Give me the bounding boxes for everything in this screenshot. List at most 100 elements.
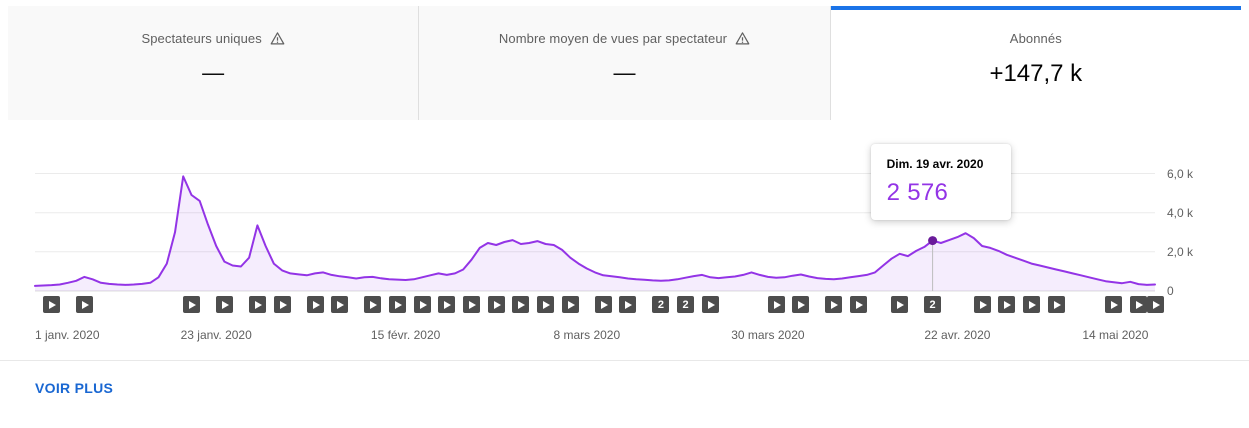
footer-divider bbox=[0, 360, 1249, 361]
play-icon bbox=[1053, 300, 1061, 309]
video-marker[interactable] bbox=[306, 296, 324, 313]
tab-label: Abonnés bbox=[1009, 31, 1062, 46]
selected-tab-indicator bbox=[830, 6, 1241, 10]
video-marker[interactable] bbox=[1023, 296, 1040, 313]
y-axis-tick-label: 0 bbox=[1167, 284, 1174, 298]
video-marker[interactable] bbox=[825, 296, 843, 313]
metric-tabs: Spectateurs uniques — Nombre moyen de vu… bbox=[8, 6, 1241, 120]
x-axis-labels: 1 janv. 2020 23 janv. 2020 15 févr. 2020 8 … bbox=[35, 328, 1155, 344]
play-icon bbox=[600, 300, 608, 309]
play-icon bbox=[221, 300, 229, 309]
video-marker[interactable] bbox=[183, 296, 200, 313]
video-marker[interactable] bbox=[537, 296, 555, 313]
tab-title-row: Spectateurs uniques bbox=[141, 31, 285, 46]
video-marker[interactable] bbox=[701, 296, 719, 313]
video-marker[interactable] bbox=[891, 296, 909, 313]
play-icon bbox=[625, 300, 633, 309]
play-icon bbox=[49, 300, 56, 309]
video-marker[interactable] bbox=[619, 296, 637, 313]
tab-value: — bbox=[613, 60, 636, 85]
play-icon bbox=[469, 300, 476, 309]
video-marker[interactable] bbox=[850, 296, 867, 313]
video-count-label: 2 bbox=[929, 298, 936, 311]
play-icon bbox=[707, 300, 715, 309]
video-marker[interactable] bbox=[792, 296, 810, 313]
x-axis-tick-label: 23 janv. 2020 bbox=[180, 328, 252, 342]
chart-tooltip: Dim. 19 avr. 2020 2 576 bbox=[870, 143, 1011, 220]
video-marker[interactable] bbox=[248, 296, 266, 313]
tab-value: — bbox=[202, 60, 225, 85]
play-icon bbox=[337, 300, 345, 309]
video-marker[interactable] bbox=[512, 296, 530, 313]
x-axis-tick-label: 8 mars 2020 bbox=[553, 328, 621, 342]
subscribers-chart-section: Dim. 19 avr. 2020 2 576 2 2 2 1 janv. 2020… bbox=[0, 120, 1249, 422]
play-icon bbox=[370, 300, 378, 309]
play-icon bbox=[1152, 300, 1160, 309]
video-marker[interactable] bbox=[1105, 296, 1123, 313]
play-icon bbox=[831, 300, 839, 309]
subscribers-area-chart[interactable] bbox=[34, 150, 1157, 293]
play-icon bbox=[1111, 300, 1119, 309]
play-icon bbox=[444, 300, 452, 309]
play-icon bbox=[979, 300, 987, 309]
video-marker[interactable] bbox=[973, 296, 991, 313]
play-icon bbox=[897, 300, 905, 309]
video-marker[interactable] bbox=[413, 296, 431, 313]
video-marker[interactable] bbox=[767, 296, 785, 313]
play-icon bbox=[798, 300, 806, 309]
tooltip-date: Dim. 19 avr. 2020 bbox=[886, 156, 984, 171]
x-axis-tick-label: 30 mars 2020 bbox=[731, 328, 805, 342]
tab-label: Spectateurs uniques bbox=[141, 31, 262, 46]
tab-label: Nombre moyen de vues par spectateur bbox=[498, 31, 728, 46]
tab-value: +147,7 k bbox=[989, 60, 1083, 87]
tab-title-row: Nombre moyen de vues par spectateur bbox=[499, 31, 750, 46]
video-marker[interactable] bbox=[1146, 296, 1164, 313]
video-marker[interactable] bbox=[998, 296, 1016, 313]
video-marker[interactable] bbox=[43, 296, 60, 313]
play-icon bbox=[1004, 300, 1012, 309]
y-axis-tick-label: 2,0 k bbox=[1167, 244, 1194, 259]
tooltip-value: 2 576 bbox=[886, 178, 949, 206]
see-more-link[interactable]: VOIR PLUS bbox=[35, 376, 113, 400]
play-icon bbox=[773, 300, 781, 309]
y-axis-tick-label: 4,0 k bbox=[1167, 205, 1194, 220]
video-marker[interactable] bbox=[594, 296, 612, 313]
play-icon bbox=[493, 300, 501, 309]
play-icon bbox=[1136, 300, 1143, 309]
play-icon bbox=[189, 300, 196, 309]
video-marker[interactable] bbox=[388, 296, 406, 313]
play-icon bbox=[856, 300, 863, 309]
play-icon bbox=[419, 300, 427, 309]
x-axis-tick-label: 15 févr. 2020 bbox=[370, 328, 441, 342]
video-marker[interactable] bbox=[364, 296, 382, 313]
x-axis-tick-label: 1 janv. 2020 bbox=[35, 328, 100, 342]
tab-title-row: Abonnés bbox=[1010, 31, 1062, 46]
video-marker[interactable] bbox=[1047, 296, 1065, 313]
tab-spectateurs-uniques[interactable]: Spectateurs uniques — bbox=[8, 6, 420, 120]
tab-vues-par-spectateur[interactable]: Nombre moyen de vues par spectateur — bbox=[419, 6, 831, 120]
play-icon bbox=[394, 300, 402, 309]
video-marker[interactable]: 2 bbox=[677, 296, 695, 313]
video-marker[interactable] bbox=[273, 296, 291, 313]
video-marker[interactable] bbox=[561, 296, 579, 313]
video-marker[interactable] bbox=[438, 296, 456, 313]
play-icon bbox=[81, 300, 89, 309]
video-marker[interactable]: 2 bbox=[924, 296, 942, 313]
tab-abonnes[interactable]: Abonnés +147,7 k bbox=[830, 6, 1241, 120]
video-marker[interactable] bbox=[1130, 296, 1147, 313]
warning-icon[interactable] bbox=[270, 31, 285, 46]
video-marker[interactable]: 2 bbox=[652, 296, 670, 313]
warning-icon[interactable] bbox=[735, 31, 750, 46]
play-icon bbox=[567, 300, 575, 309]
play-icon bbox=[312, 300, 320, 309]
video-marker[interactable] bbox=[331, 296, 349, 313]
y-axis-tick-label: 6,0 k bbox=[1167, 166, 1194, 181]
video-marker[interactable] bbox=[487, 296, 505, 313]
x-axis-tick-label: 22 avr. 2020 bbox=[924, 328, 991, 342]
selected-point-dot bbox=[928, 236, 938, 246]
video-marker[interactable] bbox=[463, 296, 480, 313]
play-icon bbox=[279, 300, 287, 309]
video-marker[interactable] bbox=[75, 296, 93, 313]
video-marker[interactable] bbox=[215, 296, 233, 313]
play-icon bbox=[254, 300, 262, 309]
